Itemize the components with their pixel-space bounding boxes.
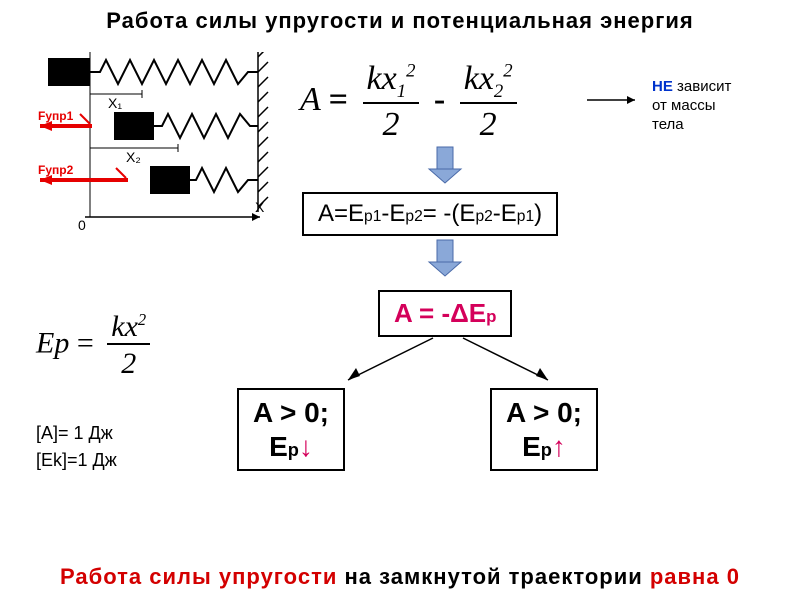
potential-energy-formula: Ep = kx2 2: [36, 310, 156, 381]
x2-label: X₂: [126, 149, 141, 165]
arrow-to-note: [585, 90, 645, 110]
footer-statement: Работа силы упругости на замкнутой траек…: [0, 564, 800, 590]
case-ep-increase-box: A > 0; Ep↑: [490, 388, 598, 471]
spring-diagram: X₁ Fупр1 X₂ Fупр2 X 0: [30, 52, 275, 232]
units-block: [A]= 1 Дж [Ek]=1 Дж: [36, 420, 117, 474]
f2-label: Fупр2: [38, 163, 74, 177]
x-axis-label: X: [255, 199, 265, 215]
page-title: Работа силы упругости и потенциальная эн…: [0, 8, 800, 34]
origin-label: 0: [78, 217, 86, 232]
work-energy-relation-box: A=Ep1-Ep2= -(Ep2-Ep1): [302, 192, 558, 236]
delta-ep-box: A = -ΔEp: [378, 290, 512, 337]
x1-label: X₁: [108, 95, 122, 111]
branch-arrows: [318, 336, 578, 386]
down-arrow-1: [425, 145, 465, 185]
main-work-formula: A = kx12 2 - kx22 2: [300, 60, 523, 144]
case-ep-decrease-box: A > 0; Ep↓: [237, 388, 345, 471]
down-arrow-2: [425, 238, 465, 278]
mass-independence-note: НЕ зависит от массы тела: [652, 78, 731, 134]
f1-label: Fупр1: [38, 109, 74, 123]
